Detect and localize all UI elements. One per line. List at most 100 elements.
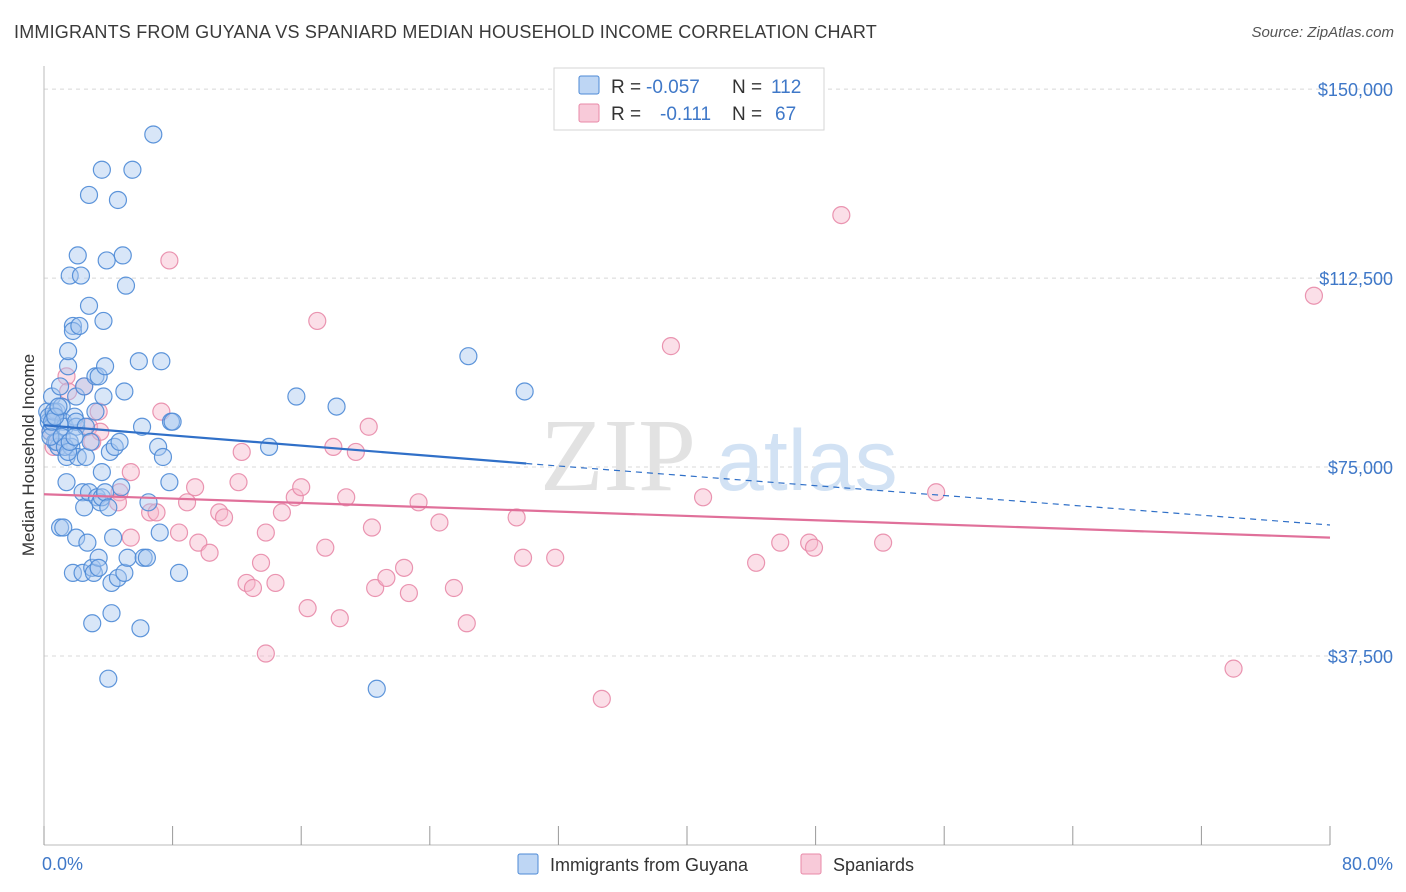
spaniards-point-23: [214, 508, 234, 527]
legend-swatch-spaniards: [578, 103, 600, 123]
guyana-point-20: [59, 357, 78, 376]
guyana-point-48: [83, 614, 102, 633]
guyana-point-65: [99, 498, 118, 517]
source-label: Source: ZipAtlas.com: [1251, 24, 1394, 41]
guyana-point-93: [160, 473, 179, 492]
guyana-point-90: [150, 523, 169, 542]
guyana-point-84: [132, 417, 152, 436]
guyana-point-60: [94, 311, 113, 331]
guyana-point-45: [79, 296, 99, 315]
legend-r-label-1: R =: [611, 77, 641, 98]
guyana-point-88: [144, 125, 163, 144]
spaniards-point-21: [200, 543, 219, 562]
legend-n-label-1: N =: [732, 77, 762, 98]
guyana-point-32: [67, 412, 86, 431]
guyana-point-98: [287, 387, 306, 406]
legend-r-value-1: -0.057: [646, 77, 700, 98]
x-tick-label-0: 0.0%: [42, 854, 83, 874]
series-legend-label-spaniards: Spaniards: [833, 855, 914, 875]
watermark: ZIP atlas: [540, 398, 898, 513]
spaniards-point-60: [804, 538, 824, 557]
spaniards-point-28: [251, 553, 271, 572]
guyana-point-102: [515, 382, 534, 401]
guyana-point-95: [163, 412, 182, 431]
guyana-point-75: [112, 478, 131, 497]
spaniards-point-18: [177, 493, 197, 512]
guyana-point-89: [149, 437, 168, 457]
guyana-point-77: [115, 382, 134, 401]
series-legend-swatch-guyana: [517, 853, 539, 875]
guyana-point-76: [113, 246, 132, 265]
guyana-point-46: [81, 432, 100, 451]
legend-r-value-2: -0.111: [660, 104, 711, 125]
guyana-point-62: [95, 357, 115, 376]
legend-n-value-2: 67: [775, 104, 796, 125]
spaniards-point-30: [266, 573, 285, 593]
guyana-point-81: [123, 160, 142, 179]
spaniards-point-12: [121, 528, 140, 547]
spaniards-point-47: [409, 493, 428, 512]
stats-legend: R = -0.057 N = 112 R = -0.111 N = 67: [553, 67, 825, 131]
legend-swatch-guyana: [578, 75, 600, 95]
guyana-point-91: [152, 352, 171, 371]
spaniards-point-52: [513, 548, 533, 567]
guyana-point-92: [153, 447, 173, 467]
y-tick-label-3: $150,000: [1318, 80, 1393, 100]
guyana-point-63: [95, 483, 115, 502]
spaniards-point-17: [169, 523, 189, 542]
series-guyana-points: [38, 125, 534, 698]
watermark-zip: ZIP: [540, 398, 696, 513]
spaniards-point-38: [330, 609, 349, 628]
spaniards-point-44: [377, 568, 396, 588]
guyana-point-55: [89, 367, 108, 386]
spaniards-point-58: [771, 533, 790, 552]
spaniards-point-64: [1224, 659, 1243, 678]
spaniards-point-56: [693, 488, 713, 507]
spaniards-point-40: [346, 442, 365, 462]
spaniards-point-50: [457, 614, 476, 633]
spaniards-point-27: [243, 578, 263, 598]
y-tick-label-1: $75,000: [1328, 458, 1393, 478]
guyana-point-80: [118, 548, 137, 567]
guyana-point-50: [86, 402, 105, 421]
spaniards-point-42: [362, 518, 382, 537]
guyana-point-68: [102, 604, 121, 623]
spaniards-point-35: [308, 311, 327, 331]
guyana-point-17: [54, 518, 73, 537]
guyana-point-41: [76, 447, 95, 467]
guyana-point-83: [131, 619, 150, 638]
y-axis-label: Median Household Income: [19, 354, 38, 556]
guyana-point-87: [139, 493, 158, 512]
y-tick-label-2: $112,500: [1319, 269, 1393, 289]
guyana-point-82: [129, 352, 148, 371]
spaniards-point-66: [256, 644, 275, 663]
spaniards-point-46: [399, 583, 419, 603]
spaniards-point-62: [874, 533, 893, 552]
guyana-point-96: [169, 563, 189, 582]
spaniards-point-11: [121, 462, 140, 482]
spaniards-point-43: [366, 578, 385, 598]
guyana-point-86: [137, 548, 156, 567]
trend-line-guyana-extension: [526, 462, 1331, 526]
series-legend-label-guyana: Immigrants from Guyana: [550, 855, 749, 875]
spaniards-point-31: [272, 503, 292, 522]
chart-title: IMMIGRANTS FROM GUYANA VS SPANIARD MEDIA…: [14, 22, 877, 42]
guyana-point-74: [110, 432, 129, 451]
guyana-point-99: [327, 397, 346, 416]
spaniards-point-25: [232, 442, 251, 462]
guyana-point-42: [78, 533, 97, 552]
guyana-point-54: [89, 558, 108, 577]
spaniards-point-54: [592, 689, 611, 708]
trend-line-spaniards: [43, 493, 1331, 539]
spaniards-point-51: [507, 508, 526, 527]
trend-lines: [43, 424, 1331, 539]
guyana-point-73: [108, 190, 128, 210]
spaniards-point-41: [359, 417, 378, 436]
guyana-point-58: [92, 462, 111, 482]
spaniards-point-63: [927, 483, 946, 502]
guyana-point-39: [75, 377, 94, 396]
guyana-point-26: [63, 563, 83, 582]
guyana-point-33: [68, 246, 87, 265]
spaniards-point-24: [229, 473, 248, 492]
